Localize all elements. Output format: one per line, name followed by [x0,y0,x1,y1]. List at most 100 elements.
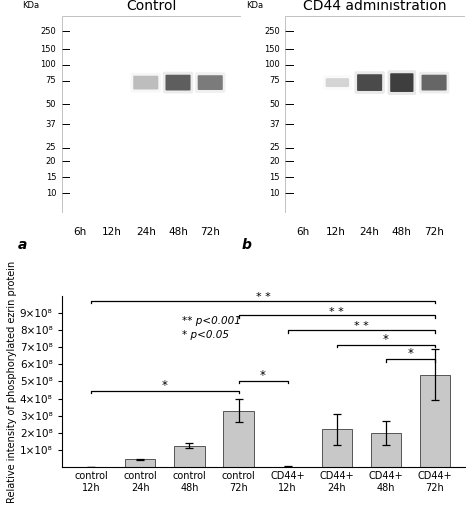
Bar [442,58,460,65]
Text: 10: 10 [270,188,280,198]
Bar [308,150,333,161]
FancyBboxPatch shape [133,76,158,89]
Bar [370,131,380,137]
Bar [200,151,246,161]
Text: *: * [408,347,413,360]
FancyBboxPatch shape [163,72,193,93]
Text: KDa: KDa [246,1,263,10]
Text: b: b [241,238,251,252]
Bar [300,169,310,178]
Text: 6h: 6h [297,226,310,237]
Text: * *: * * [329,307,344,317]
Bar [84,75,111,84]
Text: 6h: 6h [73,226,86,237]
Text: 50: 50 [46,100,56,109]
Text: 250: 250 [40,27,56,36]
FancyBboxPatch shape [357,74,382,91]
Text: 72h: 72h [424,226,444,237]
Text: 12h: 12h [102,226,122,237]
Bar [170,179,211,186]
Text: *: * [260,369,266,382]
Bar [410,194,435,200]
FancyBboxPatch shape [165,75,191,90]
Text: 50: 50 [270,100,280,109]
Text: a: a [18,238,27,252]
Bar [65,116,112,125]
Text: *: * [162,379,168,392]
Bar [308,51,320,71]
FancyBboxPatch shape [326,78,349,87]
Y-axis label: Relative intensity of phosphorylated ezrin protein: Relative intensity of phosphorylated ezr… [7,260,17,502]
Bar [321,429,352,467]
Text: KDa: KDa [22,1,39,10]
FancyBboxPatch shape [195,72,226,93]
Text: 48h: 48h [168,226,188,237]
Text: 250: 250 [264,27,280,36]
Bar [218,51,232,70]
Text: 37: 37 [46,119,56,129]
Text: 12h: 12h [326,226,346,237]
FancyBboxPatch shape [388,70,416,95]
Bar [335,185,374,195]
Bar [318,197,363,212]
FancyBboxPatch shape [421,75,447,90]
Text: 24h: 24h [136,226,156,237]
Text: 48h: 48h [392,226,412,237]
Bar [128,122,139,138]
Bar [139,37,184,43]
Bar [313,182,365,201]
Bar [153,52,204,71]
Bar [386,145,398,154]
Text: 100: 100 [40,60,56,70]
Bar [295,44,331,59]
Text: 25: 25 [46,143,56,152]
Text: * *: * * [354,321,369,331]
FancyBboxPatch shape [355,71,385,94]
Bar [125,73,150,86]
Bar [136,174,187,191]
Text: 100: 100 [264,60,280,70]
Bar [365,199,415,207]
Text: 15: 15 [46,173,56,182]
Bar [196,78,236,90]
Title: Control: Control [126,0,176,13]
Bar [99,200,150,207]
Bar [401,62,435,78]
Text: 25: 25 [270,143,280,152]
FancyBboxPatch shape [419,72,449,93]
Bar [117,25,129,40]
Text: 15: 15 [270,173,280,182]
Text: 75: 75 [46,76,56,85]
Bar [80,118,103,138]
Text: 75: 75 [269,76,280,85]
Text: *: * [383,333,389,346]
Bar [329,57,354,66]
Text: * *: * * [255,292,271,302]
Bar [125,459,155,467]
FancyBboxPatch shape [390,73,413,92]
Text: 37: 37 [269,119,280,129]
Bar [336,114,369,120]
Bar [335,111,363,119]
Bar [146,136,183,155]
Bar [178,50,198,65]
Text: 72h: 72h [201,226,220,237]
Bar [403,88,452,100]
Bar [371,433,401,467]
Text: 150: 150 [264,45,280,53]
Text: 150: 150 [40,45,56,53]
FancyBboxPatch shape [198,75,223,90]
Bar [420,375,450,467]
Bar [107,148,140,166]
Bar [140,187,191,199]
Title: CD44 administration: CD44 administration [303,0,447,13]
Bar [318,117,353,121]
Text: 24h: 24h [360,226,380,237]
Text: 20: 20 [46,157,56,166]
Bar [218,196,229,208]
Bar [132,101,166,114]
Bar [410,33,459,46]
Text: 10: 10 [46,188,56,198]
Text: 20: 20 [270,157,280,166]
Bar [223,411,254,467]
